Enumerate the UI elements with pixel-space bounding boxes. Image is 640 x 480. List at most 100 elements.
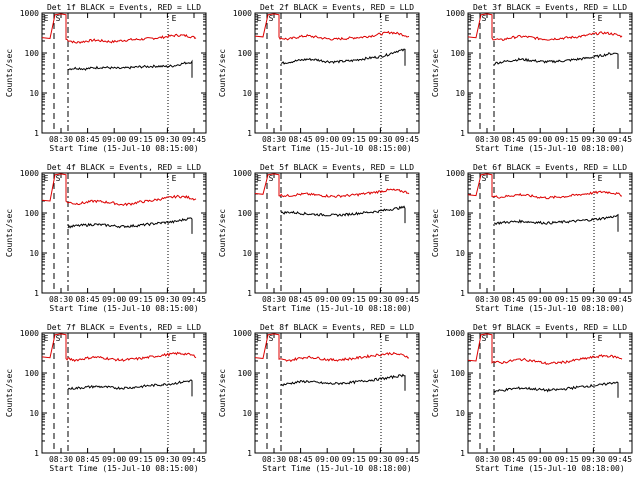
marker-label: E (172, 174, 177, 183)
y-tick-label: 10 (29, 249, 39, 258)
panel-title: Det 3f BLACK = Events, RED = LLD (473, 3, 627, 12)
x-tick-label: 09:15 (555, 135, 579, 144)
marker-label: E (598, 334, 603, 343)
x-tick-label: 08:45 (76, 455, 100, 464)
x-tick-label: 09:00 (102, 455, 126, 464)
y-tick-label: 1000 (233, 169, 252, 178)
marker-label: S (56, 174, 61, 183)
x-tick-label: 08:45 (76, 135, 100, 144)
x-tick-label: 09:45 (182, 455, 206, 464)
marker-label: S (56, 334, 61, 343)
panel-1: Det 1f BLACK = Events, RED = LLD 1 10 100 10… (5, 3, 207, 153)
x-tick-label: 09:45 (608, 295, 632, 304)
y-tick-label: 10 (242, 89, 252, 98)
x-tick-label: 09:45 (395, 135, 419, 144)
events-series-line (280, 205, 406, 224)
panel-8: Det 8f BLACK = Events, RED = LLD 1 10 100 10… (218, 323, 420, 473)
y-tick-label: 1000 (20, 9, 39, 18)
lld-series-line (254, 333, 410, 363)
lld-series-line (467, 13, 623, 41)
x-tick-label: 09:45 (608, 135, 632, 144)
marker-label: E (44, 334, 49, 343)
marker-label: E (257, 334, 262, 343)
lld-series-line (254, 13, 410, 41)
marker-label: E (598, 14, 603, 23)
plot-frame (254, 172, 420, 294)
y-tick-label: 100 (238, 49, 253, 58)
events-series-line (67, 59, 193, 78)
x-tick-label: 09:15 (129, 135, 153, 144)
x-tick-label: 09:30 (581, 135, 605, 144)
lld-series-line (467, 173, 622, 200)
x-tick-label: 09:00 (315, 295, 339, 304)
x-tick-label: 09:00 (528, 455, 552, 464)
y-tick-label: 1 (34, 129, 39, 138)
marker-label: E (385, 14, 390, 23)
x-tick-label: 08:45 (502, 295, 526, 304)
y-tick-label: 1000 (233, 329, 252, 338)
plot-frame (467, 332, 633, 454)
x-tick-label: 09:15 (129, 455, 153, 464)
x-axis-label: Start Time (15-Jul-10 08:18:00) (262, 464, 411, 473)
x-tick-label: 09:45 (608, 455, 632, 464)
marker-label: E (598, 174, 603, 183)
marker-label: E (470, 14, 475, 23)
y-tick-label: 1 (460, 129, 465, 138)
x-tick-label: 08:45 (76, 295, 100, 304)
x-tick-label: 09:15 (342, 135, 366, 144)
y-tick-label: 100 (25, 49, 40, 58)
x-tick-label: 09:15 (555, 295, 579, 304)
x-tick-label: 08:30 (262, 295, 286, 304)
x-tick-label: 09:00 (315, 455, 339, 464)
x-tick-label: 09:00 (528, 295, 552, 304)
marker-label: E (44, 174, 49, 183)
y-tick-label: 1000 (446, 169, 465, 178)
x-tick-label: 08:30 (475, 295, 499, 304)
events-series-line (280, 48, 406, 66)
y-tick-label: 100 (451, 209, 466, 218)
panel-title: Det 5f BLACK = Events, RED = LLD (260, 163, 414, 172)
y-tick-label: 100 (451, 369, 466, 378)
y-axis-label: Counts/sec (218, 49, 227, 97)
y-axis-label: Counts/sec (218, 369, 227, 417)
marker-label: E (385, 334, 390, 343)
x-tick-label: 09:30 (155, 295, 179, 304)
events-series-line (67, 379, 193, 397)
x-axis-label: Start Time (15-Jul-10 08:18:00) (475, 144, 624, 153)
marker-label: E (172, 334, 177, 343)
plot-frame (467, 12, 633, 134)
x-tick-label: 09:30 (368, 295, 392, 304)
panel-4: Det 4f BLACK = Events, RED = LLD 1 10 100 10… (5, 163, 207, 313)
x-axis-label: Start Time (15-Jul-10 08:15:00) (49, 144, 198, 153)
x-tick-label: 09:00 (102, 135, 126, 144)
y-tick-label: 1000 (20, 169, 39, 178)
x-tick-label: 08:30 (49, 455, 73, 464)
events-series-line (67, 217, 193, 234)
x-tick-label: 08:30 (475, 455, 499, 464)
x-tick-label: 09:00 (102, 295, 126, 304)
y-tick-label: 1000 (446, 329, 465, 338)
panel-3: Det 3f BLACK = Events, RED = LLD 1 10 100 10… (431, 3, 633, 153)
x-axis-label: Start Time (15-Jul-10 08:18:00) (475, 464, 624, 473)
panel-5: Det 5f BLACK = Events, RED = LLD 1 10 100 10… (218, 163, 420, 313)
x-tick-label: 08:45 (289, 135, 313, 144)
plot-frame (254, 12, 420, 134)
lld-series-line (41, 13, 197, 44)
marker-label: E (257, 14, 262, 23)
y-tick-label: 10 (455, 409, 465, 418)
marker-label: S (269, 14, 274, 23)
events-series-line (280, 373, 406, 391)
y-tick-label: 1 (460, 449, 465, 458)
panel-title: Det 1f BLACK = Events, RED = LLD (47, 3, 201, 12)
plot-frame (41, 332, 207, 454)
x-tick-label: 08:45 (502, 455, 526, 464)
y-tick-label: 1000 (233, 9, 252, 18)
y-tick-label: 10 (242, 409, 252, 418)
events-series-line (493, 52, 619, 69)
x-tick-label: 09:30 (581, 455, 605, 464)
x-tick-label: 09:15 (342, 455, 366, 464)
x-axis-label: Start Time (15-Jul-10 08:18:00) (475, 304, 624, 313)
lld-series-line (41, 173, 197, 207)
marker-label: E (385, 174, 390, 183)
